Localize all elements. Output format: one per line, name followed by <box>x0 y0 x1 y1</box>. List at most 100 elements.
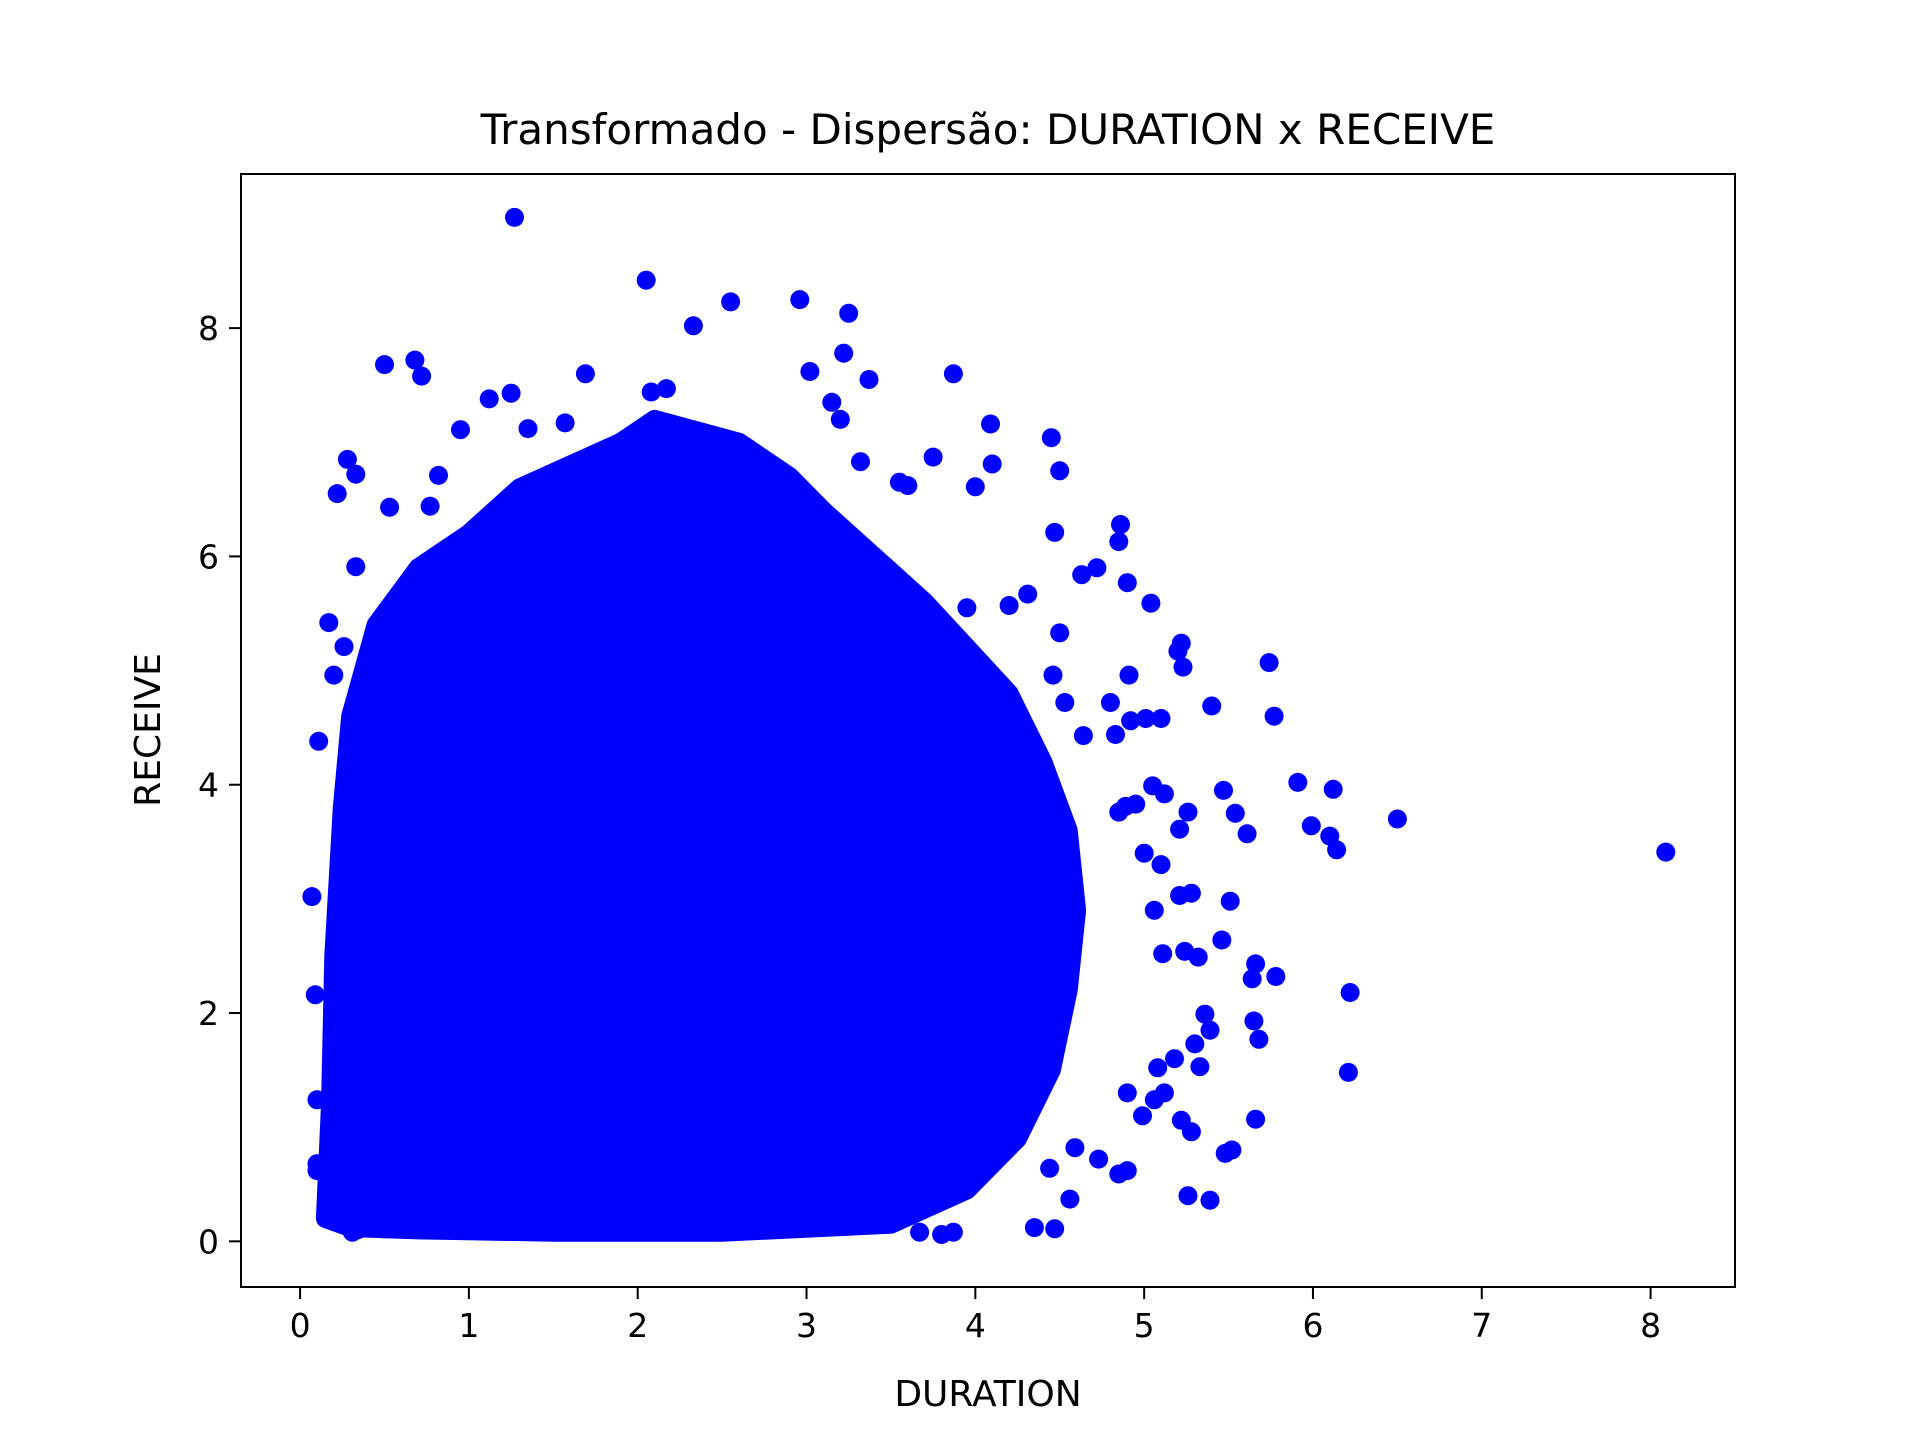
data-point <box>1154 784 1174 804</box>
data-point <box>429 465 448 485</box>
data-point <box>1202 696 1222 716</box>
data-point <box>1024 1218 1044 1238</box>
data-point <box>1055 693 1075 712</box>
data-point <box>1225 803 1245 823</box>
data-point <box>981 414 1000 434</box>
data-point <box>1136 709 1156 728</box>
x-axis-ticks: 0 1 2 3 4 5 6 7 8 <box>290 1287 1661 1345</box>
dense-cloud-area <box>315 409 1087 1242</box>
data-point <box>1050 623 1070 643</box>
data-point <box>1119 665 1139 685</box>
data-point <box>1178 1186 1198 1206</box>
data-point <box>1040 1158 1060 1178</box>
data-point <box>830 409 850 429</box>
data-point <box>1089 1149 1109 1169</box>
data-point <box>923 447 943 467</box>
data-point <box>1144 1090 1164 1110</box>
data-point <box>1200 1020 1220 1040</box>
data-point <box>1168 641 1188 661</box>
data-point <box>1165 1049 1184 1069</box>
data-point <box>822 392 842 412</box>
x-tick-label: 2 <box>627 1306 648 1345</box>
data-point <box>1301 816 1321 836</box>
x-axis-label: DURATION <box>894 1374 1081 1415</box>
chart-title: Transformado - Dispersão: DURATION x REC… <box>480 105 1496 154</box>
data-point <box>1237 824 1257 844</box>
data-point <box>859 370 879 389</box>
data-points <box>302 207 1676 1244</box>
data-point <box>412 366 432 386</box>
data-point <box>319 613 339 633</box>
data-point <box>1200 1190 1220 1210</box>
data-point <box>641 382 661 402</box>
data-point <box>965 477 985 497</box>
data-point <box>636 270 656 290</box>
data-point <box>1041 428 1061 448</box>
data-point <box>327 484 347 504</box>
y-tick-label: 6 <box>198 537 219 576</box>
data-point <box>420 496 440 516</box>
data-point <box>656 379 676 399</box>
data-point <box>1340 983 1360 1002</box>
data-point <box>1264 706 1284 726</box>
data-point <box>1111 515 1130 534</box>
data-point <box>1178 802 1198 822</box>
data-point <box>856 1156 876 1176</box>
data-point <box>1072 565 1092 585</box>
data-point <box>1144 900 1164 920</box>
x-tick-label: 7 <box>1471 1306 1492 1345</box>
y-axis-label: RECEIVE <box>128 653 169 807</box>
data-point <box>555 413 575 433</box>
x-tick-label: 0 <box>290 1306 311 1345</box>
data-point <box>943 1222 963 1242</box>
data-point <box>1109 1164 1129 1184</box>
data-point <box>1087 558 1107 578</box>
data-point <box>1212 930 1232 950</box>
data-point <box>834 343 854 363</box>
data-point <box>1065 1138 1085 1158</box>
data-point <box>1117 1083 1137 1103</box>
dense-point-cloud <box>315 409 1087 1242</box>
data-point <box>375 355 394 375</box>
data-point <box>683 316 703 336</box>
data-point <box>1220 891 1240 911</box>
data-point <box>910 1222 930 1242</box>
data-point <box>1288 772 1308 792</box>
data-point <box>1170 819 1190 839</box>
x-tick-label: 8 <box>1640 1306 1661 1345</box>
data-point <box>575 364 595 384</box>
data-point <box>1656 842 1676 862</box>
data-point <box>1134 843 1154 863</box>
data-point <box>1190 1057 1210 1077</box>
data-point <box>346 557 366 577</box>
data-point <box>1185 1034 1205 1054</box>
data-point <box>1195 1004 1215 1024</box>
data-point <box>1050 461 1070 481</box>
data-point <box>1043 665 1063 685</box>
data-point <box>1148 1058 1168 1078</box>
data-point <box>1266 967 1286 986</box>
data-point <box>501 383 521 403</box>
data-point <box>1173 657 1193 677</box>
data-point <box>375 1219 394 1239</box>
x-tick-label: 6 <box>1302 1306 1323 1345</box>
plot-frame <box>240 173 1736 1288</box>
data-point <box>1246 1109 1266 1129</box>
data-point <box>1249 1029 1269 1049</box>
y-tick-label: 2 <box>198 994 219 1033</box>
data-point <box>1045 522 1065 542</box>
data-point <box>1151 855 1171 875</box>
data-point <box>380 497 400 517</box>
data-point <box>302 887 322 907</box>
data-point <box>1060 1189 1080 1209</box>
data-point <box>943 364 963 384</box>
data-point <box>1188 947 1208 967</box>
data-point <box>1259 653 1279 673</box>
data-point <box>1244 1011 1264 1031</box>
data-point <box>1121 711 1141 731</box>
data-point <box>305 985 325 1005</box>
data-point <box>1338 1062 1358 1082</box>
data-point <box>957 598 977 618</box>
data-point <box>1141 593 1161 613</box>
